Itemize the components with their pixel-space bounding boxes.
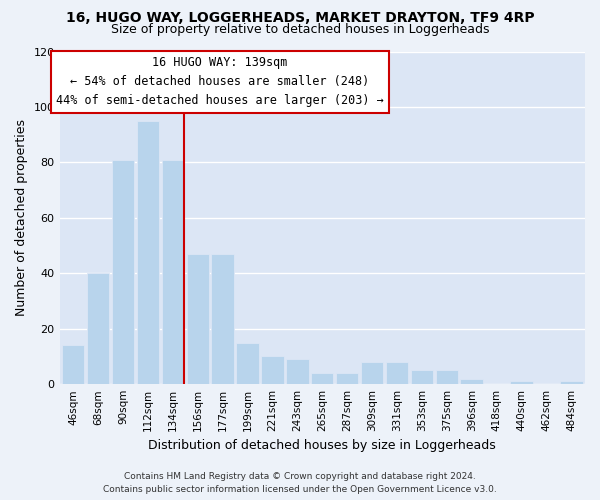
Bar <box>510 382 533 384</box>
Bar <box>336 373 358 384</box>
Bar <box>410 370 433 384</box>
X-axis label: Distribution of detached houses by size in Loggerheads: Distribution of detached houses by size … <box>148 440 496 452</box>
Bar <box>187 254 209 384</box>
Text: 16, HUGO WAY, LOGGERHEADS, MARKET DRAYTON, TF9 4RP: 16, HUGO WAY, LOGGERHEADS, MARKET DRAYTO… <box>65 11 535 25</box>
Bar <box>460 378 483 384</box>
Text: 16 HUGO WAY: 139sqm
← 54% of detached houses are smaller (248)
44% of semi-detac: 16 HUGO WAY: 139sqm ← 54% of detached ho… <box>56 56 383 108</box>
Bar <box>137 121 159 384</box>
Bar <box>211 254 234 384</box>
Bar <box>62 346 85 384</box>
Bar <box>560 382 583 384</box>
Bar <box>112 160 134 384</box>
Bar <box>311 373 334 384</box>
Bar <box>261 356 284 384</box>
Bar <box>161 160 184 384</box>
Bar <box>236 342 259 384</box>
Bar <box>87 274 109 384</box>
Bar <box>286 359 308 384</box>
Text: Size of property relative to detached houses in Loggerheads: Size of property relative to detached ho… <box>111 22 489 36</box>
Y-axis label: Number of detached properties: Number of detached properties <box>15 120 28 316</box>
Bar <box>436 370 458 384</box>
Text: Contains HM Land Registry data © Crown copyright and database right 2024.
Contai: Contains HM Land Registry data © Crown c… <box>103 472 497 494</box>
Bar <box>361 362 383 384</box>
Bar <box>386 362 408 384</box>
